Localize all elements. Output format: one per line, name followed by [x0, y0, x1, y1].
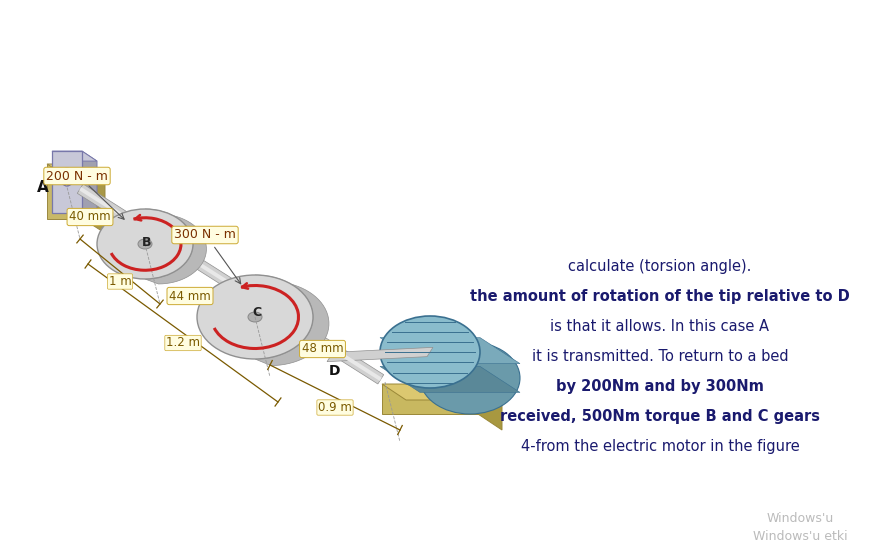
- Polygon shape: [47, 164, 105, 178]
- Text: 0.9 m: 0.9 m: [318, 401, 352, 414]
- Text: the amount of rotation of the tip relative to D: the amount of rotation of the tip relati…: [470, 289, 850, 304]
- Polygon shape: [52, 151, 97, 161]
- Polygon shape: [77, 184, 384, 384]
- Polygon shape: [382, 384, 502, 400]
- Text: 4-from the electric motor in the figure: 4-from the electric motor in the figure: [521, 439, 799, 454]
- Ellipse shape: [60, 168, 74, 186]
- Polygon shape: [47, 164, 83, 219]
- Text: C: C: [252, 306, 262, 320]
- Text: 44 mm: 44 mm: [169, 290, 211, 302]
- Text: 200 N - m: 200 N - m: [46, 169, 108, 183]
- Text: 40 mm: 40 mm: [70, 211, 111, 223]
- Polygon shape: [327, 348, 433, 361]
- Polygon shape: [82, 151, 97, 223]
- Text: B: B: [143, 236, 152, 248]
- Polygon shape: [79, 187, 381, 381]
- Polygon shape: [255, 275, 328, 365]
- Text: 48 mm: 48 mm: [302, 343, 343, 355]
- Text: Windows'u etki: Windows'u etki: [753, 530, 847, 544]
- Ellipse shape: [197, 275, 313, 359]
- Text: 1 m: 1 m: [109, 275, 131, 288]
- Text: Windows'u: Windows'u: [766, 512, 833, 525]
- Polygon shape: [380, 338, 520, 364]
- Text: 1.2 m: 1.2 m: [166, 336, 200, 349]
- Polygon shape: [380, 367, 520, 392]
- Text: received, 500Nm torque B and C gears: received, 500Nm torque B and C gears: [500, 409, 820, 424]
- Ellipse shape: [138, 239, 152, 249]
- Text: by 200Nm and by 300Nm: by 200Nm and by 300Nm: [556, 379, 764, 394]
- Text: D: D: [329, 364, 341, 378]
- Polygon shape: [478, 384, 502, 430]
- Text: calculate (torsion angle).: calculate (torsion angle).: [568, 259, 752, 274]
- Ellipse shape: [248, 312, 262, 322]
- Polygon shape: [145, 209, 207, 284]
- Ellipse shape: [97, 209, 193, 279]
- Ellipse shape: [420, 342, 520, 414]
- Polygon shape: [83, 164, 105, 233]
- Ellipse shape: [380, 316, 480, 388]
- Text: 300 N - m: 300 N - m: [174, 228, 236, 242]
- Polygon shape: [382, 384, 478, 414]
- Polygon shape: [52, 151, 82, 213]
- Text: it is transmitted. To return to a bed: it is transmitted. To return to a bed: [532, 349, 788, 364]
- Text: is that it allows. In this case A: is that it allows. In this case A: [550, 319, 770, 334]
- Text: A: A: [37, 179, 49, 194]
